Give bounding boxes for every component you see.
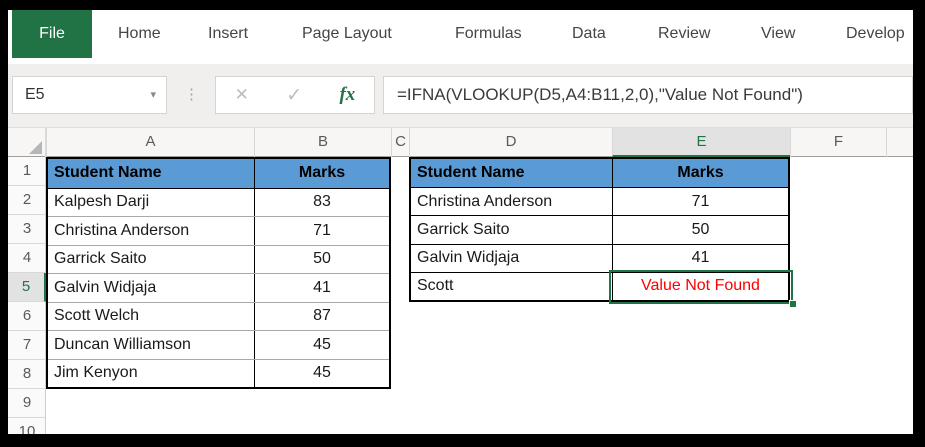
column-header-g[interactable] <box>886 128 913 157</box>
select-all-triangle-icon <box>29 141 42 154</box>
tab-formulas[interactable]: Formulas <box>455 25 522 42</box>
table-row: Student Name Marks <box>411 159 788 188</box>
tab-insert[interactable]: Insert <box>208 25 249 42</box>
cell[interactable]: 50 <box>691 220 710 238</box>
cell[interactable]: Galvin Widjaja <box>411 244 613 272</box>
tab-page-layout[interactable]: Page Layout <box>302 25 392 42</box>
cell[interactable]: 45 <box>313 364 331 382</box>
cell[interactable]: Student Name <box>411 159 613 188</box>
row-header-3[interactable]: 3 <box>8 215 46 244</box>
column-header-c[interactable]: C <box>391 128 409 157</box>
table-row: Kalpesh Darji 83 <box>48 187 389 216</box>
table-row: Galvin Widjaja 41 <box>411 243 788 272</box>
tab-home[interactable]: Home <box>118 25 161 42</box>
column-header-e[interactable]: E <box>612 128 790 157</box>
cell[interactable]: Marks <box>677 164 724 182</box>
column-header-d[interactable]: D <box>409 128 612 157</box>
table-row: Jim Kenyon 45 <box>48 358 389 387</box>
table-row: Scott Welch 87 <box>48 301 389 330</box>
cell[interactable]: Christina Anderson <box>411 188 613 216</box>
ribbon-tab-bar: File Home Insert Page Layout Formulas Da… <box>8 10 913 64</box>
row-header-5[interactable]: 5 <box>8 273 46 302</box>
cell[interactable]: 41 <box>313 278 331 296</box>
cell-reference: E5 <box>25 86 45 103</box>
excel-content: File Home Insert Page Layout Formulas Da… <box>8 10 913 434</box>
cancel-icon[interactable]: ✕ <box>234 85 249 104</box>
column-headers: A B C D E F <box>8 128 913 157</box>
right-table: Student Name Marks Christina Anderson 71… <box>409 157 790 302</box>
cell[interactable]: Student Name <box>48 159 255 188</box>
name-box[interactable]: E5 ▾ <box>12 76 167 114</box>
cell[interactable]: Duncan Williamson <box>48 331 255 359</box>
row-header-10[interactable]: 10 <box>8 418 46 434</box>
cell[interactable]: 50 <box>313 250 331 268</box>
cell[interactable]: Kalpesh Darji <box>48 188 255 216</box>
row-header-9[interactable]: 9 <box>8 389 46 418</box>
enter-icon[interactable]: ✓ <box>286 84 303 106</box>
table-row: Galvin Widjaja 41 <box>48 273 389 302</box>
table-row: Scott Value Not Found <box>411 271 788 300</box>
tab-developer[interactable]: Develop <box>846 25 905 42</box>
cell[interactable]: Marks <box>298 164 346 182</box>
name-box-dropdown-icon[interactable]: ▾ <box>150 89 156 101</box>
table-row: Duncan Williamson 45 <box>48 330 389 359</box>
insert-function-icon[interactable]: fx <box>339 84 356 105</box>
cell[interactable]: Christina Anderson <box>48 217 255 245</box>
table-row: Garrick Saito 50 <box>411 215 788 244</box>
column-header-b[interactable]: B <box>254 128 391 157</box>
column-header-f[interactable]: F <box>790 128 886 157</box>
error-value-cell[interactable]: Value Not Found <box>641 277 760 295</box>
cell[interactable]: Scott Welch <box>48 302 255 330</box>
row-header-4[interactable]: 4 <box>8 244 46 273</box>
cell[interactable]: 87 <box>313 307 331 325</box>
tab-view[interactable]: View <box>761 25 796 42</box>
fill-handle[interactable] <box>789 300 797 308</box>
tab-file[interactable]: File <box>12 10 92 58</box>
row-header-6[interactable]: 6 <box>8 302 46 331</box>
cell[interactable]: Galvin Widjaja <box>48 274 255 302</box>
table-row: Garrick Saito 50 <box>48 244 389 273</box>
cell[interactable]: 45 <box>313 335 331 353</box>
cell[interactable]: Garrick Saito <box>48 245 255 273</box>
cell[interactable]: Jim Kenyon <box>48 359 255 387</box>
cell[interactable]: 71 <box>691 192 710 210</box>
cell[interactable]: 83 <box>313 193 331 211</box>
row-header-1[interactable]: 1 <box>8 157 46 186</box>
table-row: Student Name Marks <box>48 159 389 188</box>
row-header-7[interactable]: 7 <box>8 331 46 360</box>
cell[interactable]: 71 <box>313 221 331 239</box>
table-row: Christina Anderson 71 <box>411 187 788 216</box>
select-all-button[interactable] <box>8 128 46 157</box>
tab-review[interactable]: Review <box>658 25 711 42</box>
cell[interactable]: Scott <box>411 272 613 300</box>
formula-bar: E5 ▾ ⋮ ✕ ✓ fx =IFNA(VLOOKUP(D5,A4:B11,2,… <box>8 64 913 128</box>
row-header-8[interactable]: 8 <box>8 360 46 389</box>
column-header-a[interactable]: A <box>46 128 254 157</box>
row-header-2[interactable]: 2 <box>8 186 46 215</box>
cell[interactable]: 41 <box>691 249 710 267</box>
formula-bar-separator-icon: ⋮ <box>184 86 199 103</box>
formula-bar-buttons: ✕ ✓ fx <box>215 76 375 114</box>
tab-data[interactable]: Data <box>572 25 606 42</box>
table-row: Christina Anderson 71 <box>48 216 389 245</box>
left-table: Student Name Marks Kalpesh Darji 83 Chri… <box>46 157 391 389</box>
row-headers: 1 2 3 4 5 6 7 8 9 10 <box>8 157 46 434</box>
formula-input[interactable]: =IFNA(VLOOKUP(D5,A4:B11,2,0),"Value Not … <box>383 76 913 114</box>
cell[interactable]: Garrick Saito <box>411 216 613 244</box>
